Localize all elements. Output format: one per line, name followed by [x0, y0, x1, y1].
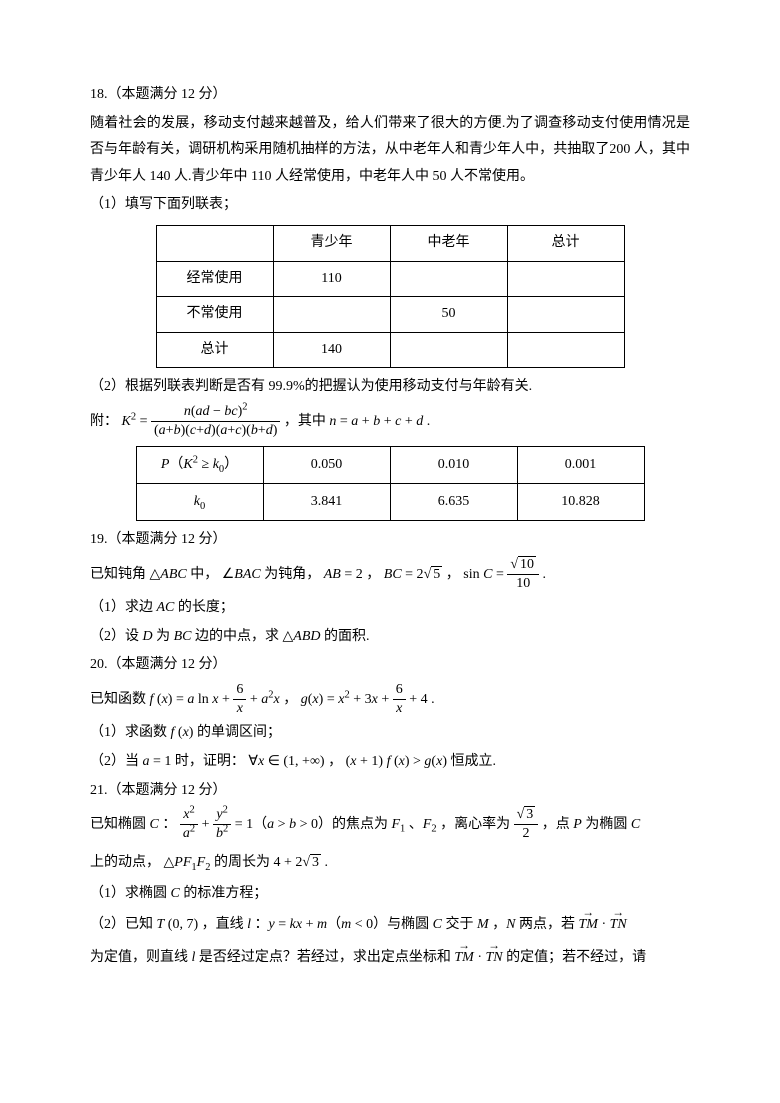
q20-body: 已知函数 f (x) = a ln x + 6x + a2x ， g(x) = …: [90, 681, 690, 718]
q18-table1: 青少年 中老年 总计 经常使用 110 不常使用 50 总计 140: [156, 225, 625, 368]
cell: P（K2 ≥ k0）: [136, 447, 263, 484]
q19-body: 已知钝角 △ABC 中， ∠BAC 为钝角， AB = 2 ， BC = 25 …: [90, 556, 690, 593]
q20-sub2: （2）当 a = 1 时，证明： ∀x ∈ (1, +∞) ， (x + 1) …: [90, 749, 690, 776]
cell: k0: [136, 484, 263, 521]
cell: 0.050: [263, 447, 390, 484]
q20-header: 20.（本题满分 12 分）: [90, 652, 690, 679]
cell: 3.841: [263, 484, 390, 521]
cell: 不常使用: [156, 297, 273, 333]
text: 附：: [90, 414, 118, 429]
table-row: P（K2 ≥ k0） 0.050 0.010 0.001: [136, 447, 644, 484]
cell: [273, 297, 390, 333]
cell: [156, 225, 273, 261]
cell: 0.010: [390, 447, 517, 484]
q21-header: 21.（本题满分 12 分）: [90, 778, 690, 805]
cell: 总计: [507, 225, 624, 261]
cell: 总计: [156, 332, 273, 368]
table-row: 经常使用 110: [156, 261, 624, 297]
cell: 经常使用: [156, 261, 273, 297]
text: ，其中: [284, 414, 326, 429]
q18-header: 18.（本题满分 12 分）: [90, 82, 690, 109]
cell: [390, 261, 507, 297]
cell: 中老年: [390, 225, 507, 261]
cell: [507, 261, 624, 297]
q18-sub2: （2）根据列联表判断是否有 99.9%的把握认为使用移动支付与年龄有关.: [90, 374, 690, 401]
q21-body2: 上的动点， △PF1F2 的周长为 4 + 23 .: [90, 846, 690, 880]
q21-sub1: （1）求椭圆 C 的标准方程；: [90, 881, 690, 908]
q18-formula: 附： K2 = n(ad − bc)2 (a+b)(c+d)(a+c)(b+d)…: [90, 403, 690, 440]
q21-body1: 已知椭圆 C ： x2a2 + y2b2 = 1（a > b > 0）的焦点为 …: [90, 806, 690, 843]
cell: 青少年: [273, 225, 390, 261]
table-row: 青少年 中老年 总计: [156, 225, 624, 261]
table-row: 总计 140: [156, 332, 624, 368]
q19-sub2: （2）设 D 为 BC 边的中点，求 △ABD 的面积.: [90, 624, 690, 651]
q18-table2: P（K2 ≥ k0） 0.050 0.010 0.001 k0 3.841 6.…: [136, 446, 645, 521]
cell: 6.635: [390, 484, 517, 521]
cell: 110: [273, 261, 390, 297]
cell: 140: [273, 332, 390, 368]
table-row: k0 3.841 6.635 10.828: [136, 484, 644, 521]
q20-sub1: （1）求函数 f (x) 的单调区间；: [90, 720, 690, 747]
cell: 10.828: [517, 484, 644, 521]
q19-sub1: （1）求边 AC 的长度；: [90, 595, 690, 622]
cell: [390, 332, 507, 368]
q18-body: 随着社会的发展，移动支付越来越普及，给人们带来了很大的方便.为了调查移动支付使用…: [90, 111, 690, 191]
table-row: 不常使用 50: [156, 297, 624, 333]
q19-header: 19.（本题满分 12 分）: [90, 527, 690, 554]
q18-sub1: （1）填写下面列联表；: [90, 192, 690, 219]
cell: 0.001: [517, 447, 644, 484]
cell: 50: [390, 297, 507, 333]
cell: [507, 332, 624, 368]
cell: [507, 297, 624, 333]
q21-body3: 为定值，则直线 l 是否经过定点？若经过，求出定点坐标和 TM · TN 的定值…: [90, 943, 690, 974]
q21-sub2: （2）已知 T (0, 7) ，直线 l ：y = kx + m（m < 0）与…: [90, 910, 690, 941]
